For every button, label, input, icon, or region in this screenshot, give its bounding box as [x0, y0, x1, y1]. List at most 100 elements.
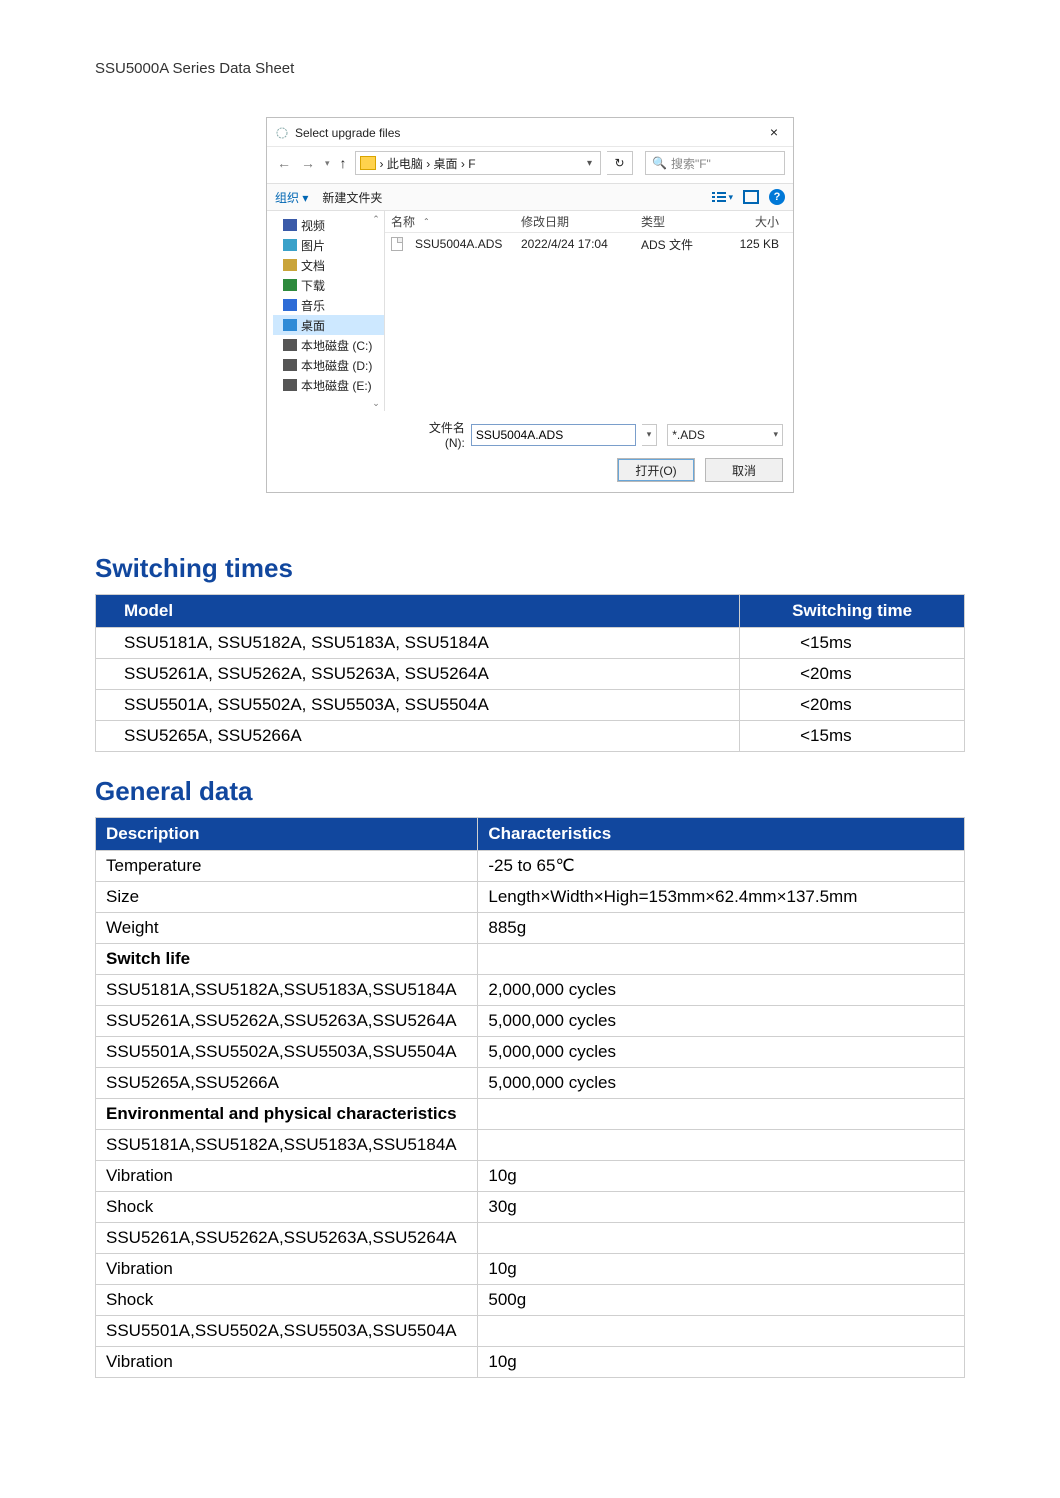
view-menu[interactable]: ▾ [712, 191, 733, 203]
dialog-title: Select upgrade files [295, 126, 763, 140]
switching-times-table: Model Switching time SSU5181A, SSU5182A,… [95, 594, 965, 752]
cell-model: SSU5261A, SSU5262A, SSU5263A, SSU5264A [96, 659, 740, 690]
sidebar-item[interactable]: 图片 [273, 235, 384, 255]
search-input[interactable]: 🔍 搜索"F" [645, 151, 785, 175]
sort-caret-icon: ⌃ [423, 217, 430, 226]
cell-desc: Shock [96, 1285, 478, 1316]
sidebar-item-label: 图片 [301, 237, 325, 254]
file-open-dialog: Select upgrade files × ← → ▾ ↑ › 此电脑 › 桌… [266, 117, 794, 493]
folder-type-icon [283, 239, 297, 251]
help-button[interactable]: ? [769, 189, 785, 205]
folder-type-icon [283, 379, 297, 391]
cell-char [478, 1223, 965, 1254]
cell-char [478, 944, 965, 975]
up-button[interactable]: ↑ [338, 155, 349, 171]
new-folder-button[interactable]: 新建文件夹 [322, 189, 382, 206]
sidebar-item[interactable]: 本地磁盘 (C:) [273, 335, 384, 355]
cell-char [478, 1099, 965, 1130]
sidebar-item-label: 本地磁盘 (C:) [301, 337, 372, 354]
section-title-switching: Switching times [95, 553, 965, 584]
column-headers[interactable]: 名称 ⌃ 修改日期 类型 大小 [385, 211, 793, 233]
cell-char: 885g [478, 913, 965, 944]
th-time: Switching time [740, 595, 965, 628]
cell-desc: SSU5181A,SSU5182A,SSU5183A,SSU5184A [96, 975, 478, 1006]
sidebar-item[interactable]: 本地磁盘 (E:) [273, 375, 384, 395]
sidebar-item-label: 桌面 [301, 317, 325, 334]
sidebar-item[interactable]: 音乐 [273, 295, 384, 315]
file-filter-select[interactable]: *.ADS ▾ [667, 424, 783, 446]
sidebar-item[interactable]: 桌面 [273, 315, 384, 335]
table-row: SSU5501A,SSU5502A,SSU5503A,SSU5504A [96, 1316, 965, 1347]
col-date-header[interactable]: 修改日期 [515, 213, 635, 230]
cell-char [478, 1130, 965, 1161]
cell-desc: Size [96, 882, 478, 913]
folder-type-icon [283, 219, 297, 231]
folder-tree: ⌃ 视频图片文档下载音乐桌面本地磁盘 (C:) 本地磁盘 (D:)本地磁盘 (E:… [267, 211, 385, 411]
cell-char: Length×Width×High=153mm×62.4mm×137.5mm [478, 882, 965, 913]
cancel-button[interactable]: 取消 [705, 458, 783, 482]
scroll-down-icon[interactable]: ⌄ [370, 397, 382, 409]
open-button[interactable]: 打开(O) [617, 458, 695, 482]
cell-desc: Shock [96, 1192, 478, 1223]
cell-char: -25 to 65℃ [478, 851, 965, 882]
filename-input[interactable] [471, 424, 636, 446]
cell-time: <15ms [740, 628, 965, 659]
folder-type-icon [283, 259, 297, 271]
th-model: Model [96, 595, 740, 628]
cell-char: 2,000,000 cycles [478, 975, 965, 1006]
sidebar-item[interactable]: 视频 [273, 215, 384, 235]
filename-history-dropdown[interactable]: ▾ [642, 424, 657, 446]
file-type: ADS 文件 [635, 236, 715, 253]
table-row: SSU5261A,SSU5262A,SSU5263A,SSU5264A [96, 1223, 965, 1254]
cell-desc: Switch life [96, 944, 478, 975]
cell-char: 5,000,000 cycles [478, 1006, 965, 1037]
search-icon: 🔍 [652, 156, 667, 170]
folder-type-icon [283, 339, 297, 351]
col-type-header[interactable]: 类型 [635, 213, 715, 230]
table-row: Shock500g [96, 1285, 965, 1316]
table-row: SSU5265A,SSU5266A5,000,000 cycles [96, 1068, 965, 1099]
recent-dropdown[interactable]: ▾ [323, 158, 332, 169]
col-name-header[interactable]: 名称 [391, 213, 415, 230]
sidebar-item[interactable]: 文档 [273, 255, 384, 275]
cell-desc: SSU5181A,SSU5182A,SSU5183A,SSU5184A [96, 1130, 478, 1161]
cell-char: 5,000,000 cycles [478, 1037, 965, 1068]
col-size-header[interactable]: 大小 [715, 213, 785, 230]
table-row: SSU5181A,SSU5182A,SSU5183A,SSU5184A [96, 1130, 965, 1161]
refresh-button[interactable]: ↻ [607, 151, 633, 175]
close-icon[interactable]: × [763, 124, 785, 142]
sidebar-item[interactable]: 下载 [273, 275, 384, 295]
filter-value: *.ADS [672, 428, 705, 442]
table-row: Weight885g [96, 913, 965, 944]
file-row[interactable]: SSU5004A.ADS2022/4/24 17:04ADS 文件125 KB [385, 233, 793, 253]
chevron-down-icon: ▾ [773, 429, 778, 440]
forward-button[interactable]: → [299, 155, 317, 171]
sidebar-item-label: 视频 [301, 217, 325, 234]
back-button[interactable]: ← [275, 155, 293, 171]
table-row: Switch life [96, 944, 965, 975]
table-row: Vibration10g [96, 1161, 965, 1192]
cell-desc: Environmental and physical characteristi… [96, 1099, 478, 1130]
scroll-up-icon[interactable]: ⌃ [370, 213, 382, 225]
table-row: SSU5501A, SSU5502A, SSU5503A, SSU5504A<2… [96, 690, 965, 721]
chevron-down-icon: ▾ [728, 192, 733, 203]
organize-menu[interactable]: 组织 ▾ [275, 189, 308, 206]
sidebar-item[interactable]: 本地磁盘 (D:) [273, 355, 384, 375]
cell-model: SSU5181A, SSU5182A, SSU5183A, SSU5184A [96, 628, 740, 659]
cell-desc: Vibration [96, 1254, 478, 1285]
cell-model: SSU5501A, SSU5502A, SSU5503A, SSU5504A [96, 690, 740, 721]
address-dropdown-icon[interactable]: ▾ [583, 158, 596, 169]
cell-char: 10g [478, 1254, 965, 1285]
file-icon [391, 237, 403, 251]
table-row: SizeLength×Width×High=153mm×62.4mm×137.5… [96, 882, 965, 913]
filename-label: 文件名(N): [351, 419, 465, 450]
cell-desc: SSU5261A,SSU5262A,SSU5263A,SSU5264A [96, 1006, 478, 1037]
sidebar-item-label: 文档 [301, 257, 325, 274]
cell-desc: Vibration [96, 1161, 478, 1192]
preview-pane-button[interactable] [743, 190, 759, 204]
table-row: SSU5181A,SSU5182A,SSU5183A,SSU5184A2,000… [96, 975, 965, 1006]
table-row: Environmental and physical characteristi… [96, 1099, 965, 1130]
sidebar-item-label: 本地磁盘 (D:) [301, 357, 372, 374]
address-bar[interactable]: › 此电脑 › 桌面 › F ▾ [355, 151, 601, 175]
file-name: SSU5004A.ADS [415, 237, 502, 251]
